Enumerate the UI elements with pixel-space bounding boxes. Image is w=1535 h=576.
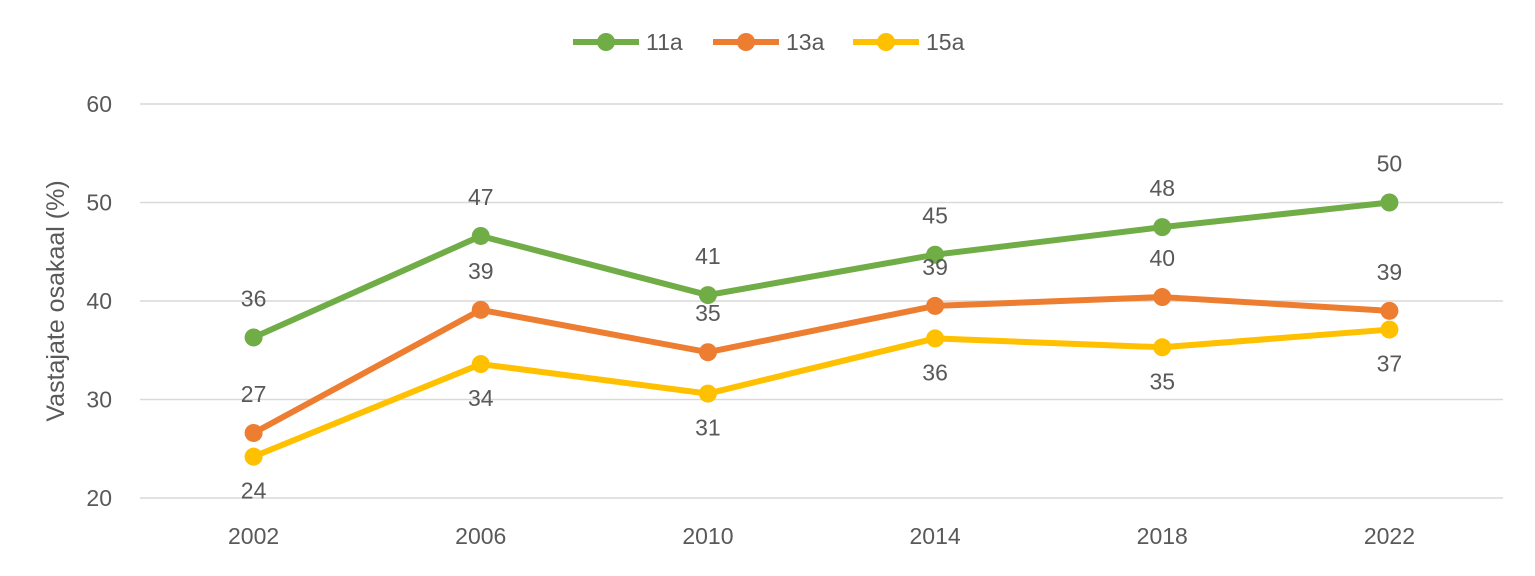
series-line [252,326,1390,460]
y-axis-ticks: 20 30 40 50 60 [86,91,112,511]
data-point [1380,193,1399,212]
data-point [244,328,263,347]
data-label: 36 [241,285,267,311]
y-axis-title: Vastajate osakaal (%) [42,180,70,421]
data-label: 50 [1377,151,1403,177]
legend-item-11a: 11a [573,29,683,55]
data-point [1153,218,1172,237]
series-group: 36 47 41 45 48 50 27 39 35 39 40 39 24 34 31 36 35 37 [241,151,1402,504]
data-point [1380,301,1399,320]
data-point [926,296,945,315]
y-tick-label: 30 [86,387,112,413]
x-tick-label: 2006 [455,523,506,549]
data-point [244,447,263,466]
y-tick-label: 60 [86,91,112,117]
data-point [471,226,490,245]
data-label: 24 [241,478,267,504]
x-tick-label: 2010 [682,523,733,549]
legend: 11a 13a 15a [573,29,965,55]
legend-item-13a: 13a [713,29,825,55]
data-point [698,384,717,403]
legend-point-marker [877,33,895,51]
data-label: 45 [922,203,948,229]
data-label: 36 [922,359,948,385]
data-label: 35 [1149,368,1175,394]
series-line [252,199,1390,341]
y-tick-label: 20 [86,485,112,511]
data-label: 35 [695,300,721,326]
legend-label: 13a [786,29,825,55]
data-label: 27 [241,381,267,407]
data-point [1153,338,1172,357]
legend-point-marker [737,33,755,51]
y-tick-label: 50 [86,190,112,216]
y-tick-label: 40 [86,288,112,314]
data-point [471,355,490,374]
series-line [252,294,1390,436]
data-label: 48 [1149,175,1175,201]
legend-label: 15a [926,29,965,55]
data-point [244,423,263,442]
series-15a: 24 34 31 36 35 37 [241,320,1403,504]
data-label: 31 [695,415,721,441]
data-point [698,286,717,305]
data-label: 37 [1377,351,1403,377]
data-label: 47 [468,184,494,210]
gridlines [140,103,1503,499]
data-label: 39 [922,254,948,280]
x-tick-label: 2014 [909,523,960,549]
data-point [926,245,945,264]
legend-label: 11a [646,29,683,55]
series-11a: 36 47 41 45 48 50 [241,151,1402,347]
data-point [471,300,490,319]
data-point [926,329,945,348]
legend-point-marker [597,33,615,51]
data-point [1153,288,1172,307]
series-13a: 27 39 35 39 40 39 [241,245,1402,442]
x-tick-label: 2002 [228,523,279,549]
x-axis-ticks: 2002 2006 2010 2014 2018 2022 [228,523,1415,549]
data-point [1380,320,1399,339]
data-label: 40 [1149,245,1175,271]
data-label: 41 [695,243,721,269]
data-point [698,343,717,362]
data-label: 39 [1377,259,1403,285]
x-tick-label: 2022 [1364,523,1415,549]
data-label: 39 [468,258,494,284]
data-label: 34 [468,385,494,411]
legend-item-15a: 15a [853,29,965,55]
x-tick-label: 2018 [1137,523,1188,549]
